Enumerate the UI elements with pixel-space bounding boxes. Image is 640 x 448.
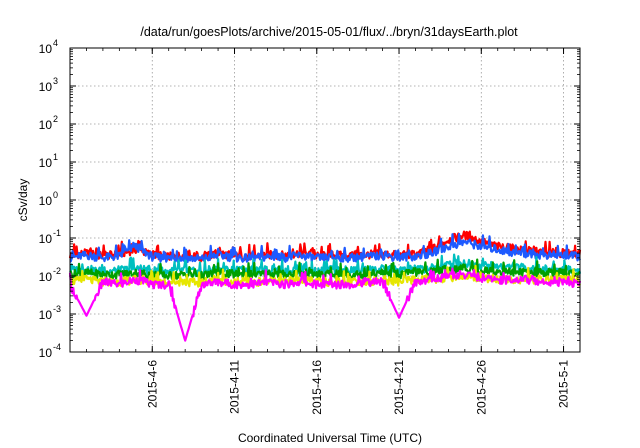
series-layer	[68, 230, 582, 342]
x-tick-label: 2015-4-16	[310, 360, 324, 415]
chart-title: /data/run/goesPlots/archive/2015-05-01/f…	[140, 25, 518, 39]
y-tick-label: 10 2	[39, 114, 58, 132]
y-tick-exponent: 4	[53, 38, 58, 48]
x-axis-label: Coordinated Universal Time (UTC)	[238, 431, 422, 445]
y-tick-base: 10	[39, 42, 53, 56]
y-tick-exponent: -3	[53, 304, 61, 314]
y-tick-exponent: 0	[53, 190, 58, 200]
y-tick-base: 10	[39, 194, 53, 208]
y-tick-exponent: -4	[53, 342, 61, 352]
y-tick-exponent: 3	[53, 76, 58, 86]
x-tick-label: 2015-4-11	[228, 360, 242, 414]
y-tick-label: 10 -4	[39, 342, 61, 360]
x-tick-label: 2015-4-26	[474, 360, 488, 415]
y-tick-label: 10 3	[39, 76, 58, 94]
y-tick-label: 10 -1	[39, 228, 61, 246]
x-tick-label: 2015-4-6	[145, 360, 159, 408]
x-axis-ticks: 2015-4-6 2015-4-11 2015-4-16 2015-4-21 2015-…	[69, 48, 581, 415]
x-tick-label: 2015-4-21	[392, 360, 406, 415]
y-tick-exponent: 1	[53, 152, 58, 162]
y-tick-base: 10	[39, 156, 53, 170]
y-tick-base: 10	[39, 308, 53, 322]
series-line	[69, 232, 581, 263]
y-tick-base: 10	[39, 232, 53, 246]
y-tick-exponent: 2	[53, 114, 58, 124]
y-axis-label: cSv/day	[16, 179, 30, 222]
y-tick-label: 10 -3	[39, 304, 61, 322]
y-tick-label: 10 0	[39, 190, 58, 208]
y-tick-label: 10 -2	[39, 266, 61, 284]
y-tick-base: 10	[39, 270, 53, 284]
y-tick-base: 10	[39, 80, 53, 94]
grid-lines	[70, 48, 580, 352]
series-line	[68, 267, 582, 342]
y-tick-exponent: -1	[53, 228, 61, 238]
y-tick-base: 10	[39, 118, 53, 132]
y-tick-label: 10 4	[39, 38, 58, 56]
y-tick-exponent: -2	[53, 266, 61, 276]
x-tick-label: 2015-5-1	[557, 360, 571, 408]
y-tick-label: 10 1	[39, 152, 58, 170]
y-tick-base: 10	[39, 346, 53, 360]
